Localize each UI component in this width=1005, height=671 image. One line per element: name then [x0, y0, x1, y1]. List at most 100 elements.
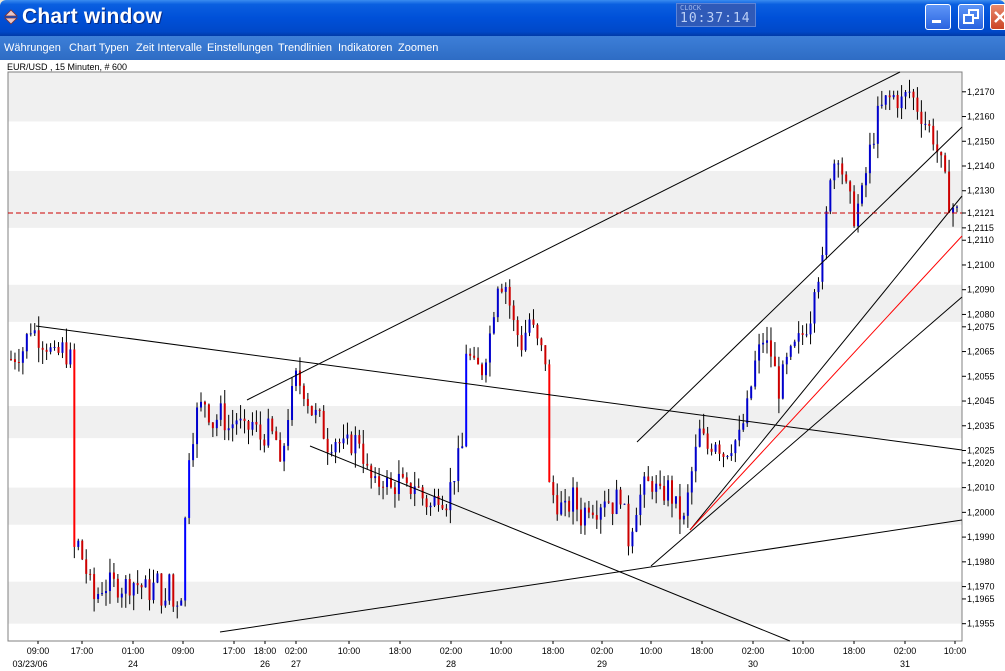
candle-body	[168, 574, 171, 601]
x-tick-label: 02:00	[285, 646, 308, 656]
trend-line[interactable]	[636, 126, 963, 443]
candle-body	[821, 255, 824, 282]
y-tick-label: 1,1965	[967, 594, 995, 604]
candle-body	[564, 500, 567, 503]
candle-body	[152, 582, 155, 601]
candle-body	[801, 333, 804, 335]
candle-body	[176, 605, 179, 607]
candle-body	[920, 111, 923, 124]
title-bar[interactable]: Chart window CLOCK 10:37:14	[0, 0, 1005, 36]
x-tick-label: 02:00	[591, 646, 614, 656]
x-tick-label: 10:00	[338, 646, 361, 656]
y-tick-label: 1,2090	[967, 285, 995, 295]
candle-body	[524, 332, 527, 351]
trend-line-red[interactable]	[689, 235, 963, 531]
trend-line[interactable]	[309, 445, 791, 642]
candle-body	[845, 174, 848, 182]
menu-einstellungen[interactable]: Einstellungen	[207, 42, 274, 54]
candle-body	[33, 330, 36, 334]
candle-body	[591, 512, 594, 516]
candle-body	[888, 95, 891, 98]
candle-body	[124, 579, 127, 594]
x-tick-label: 10:00	[792, 646, 815, 656]
x-date-label: 26	[260, 659, 270, 669]
candle-body	[231, 424, 234, 429]
candle-body	[781, 364, 784, 399]
trend-line[interactable]	[689, 195, 963, 531]
trend-line[interactable]	[35, 325, 963, 451]
candle-body	[880, 104, 883, 106]
restore-button[interactable]	[958, 4, 984, 30]
candle-body	[318, 409, 321, 411]
candle-body	[635, 515, 638, 532]
candle-body	[116, 578, 119, 598]
candle-body	[370, 465, 373, 479]
chart-title: EUR/USD , 15 Minuten, # 600	[7, 62, 128, 72]
candle-body	[769, 340, 772, 357]
candle-body	[97, 593, 100, 600]
trend-line[interactable]	[650, 296, 963, 567]
candle-body	[813, 292, 816, 324]
candle-body	[393, 487, 396, 495]
candle-body	[342, 438, 345, 444]
candle-body	[936, 144, 939, 152]
menu-zoomen[interactable]: Zoomen	[398, 42, 439, 54]
menu-indikatoren[interactable]: Indikatoren	[338, 42, 393, 54]
candle-body	[773, 356, 776, 367]
candle-body	[560, 502, 563, 515]
candle-body	[587, 507, 590, 513]
candle-body	[477, 357, 480, 365]
candle-body	[374, 476, 377, 479]
candle-body	[671, 480, 674, 504]
trend-line[interactable]	[219, 519, 963, 633]
menu-waehrungen[interactable]: Währungen	[4, 42, 61, 54]
y-tick-label: 1,1970	[967, 582, 995, 592]
candle-body	[678, 496, 681, 520]
candle-body	[595, 515, 598, 520]
candle-body	[437, 496, 440, 505]
candle-body	[469, 353, 472, 356]
candle-body	[13, 359, 16, 363]
y-tick-label: 1,2140	[967, 161, 995, 171]
candle-body	[433, 496, 436, 506]
candle-body	[853, 191, 856, 227]
candle-body	[89, 573, 92, 575]
candle-body	[144, 579, 147, 588]
candle-body	[255, 421, 258, 425]
candle-body	[413, 486, 416, 494]
x-tick-label: 02:00	[894, 646, 917, 656]
candle-body	[750, 386, 753, 399]
candle-body	[540, 338, 543, 346]
candle-body	[283, 445, 286, 462]
candle-body	[599, 507, 602, 520]
candle-body	[389, 477, 392, 488]
chart-area[interactable]	[0, 60, 1005, 671]
close-button[interactable]	[990, 4, 1005, 30]
menu-zeit-intervalle[interactable]: Zeit Intervalle	[136, 42, 203, 54]
candle-body	[425, 498, 428, 508]
menu-trendlinien[interactable]: Trendlinien	[278, 42, 333, 54]
candle-body	[746, 398, 749, 424]
candle-body	[101, 593, 104, 595]
candle-body	[93, 574, 96, 600]
candle-body	[243, 418, 246, 422]
candle-body	[358, 435, 361, 444]
x-date-label: 28	[446, 659, 456, 669]
minimize-button[interactable]	[925, 4, 951, 30]
chart-band	[8, 581, 962, 624]
app-icon	[4, 9, 18, 25]
candle-body	[496, 288, 499, 318]
candle-body	[25, 334, 28, 352]
candle-body	[734, 440, 737, 454]
trend-line[interactable]	[246, 71, 901, 401]
candle-body	[279, 439, 282, 462]
candle-body	[203, 401, 206, 405]
candle-body	[868, 144, 871, 174]
candle-body	[718, 444, 721, 454]
candle-body	[762, 342, 765, 345]
clock-display: CLOCK 10:37:14	[676, 3, 756, 27]
candle-body	[619, 489, 622, 505]
menu-chart-typen[interactable]: Chart Typen	[69, 42, 129, 54]
candle-body	[631, 531, 634, 547]
